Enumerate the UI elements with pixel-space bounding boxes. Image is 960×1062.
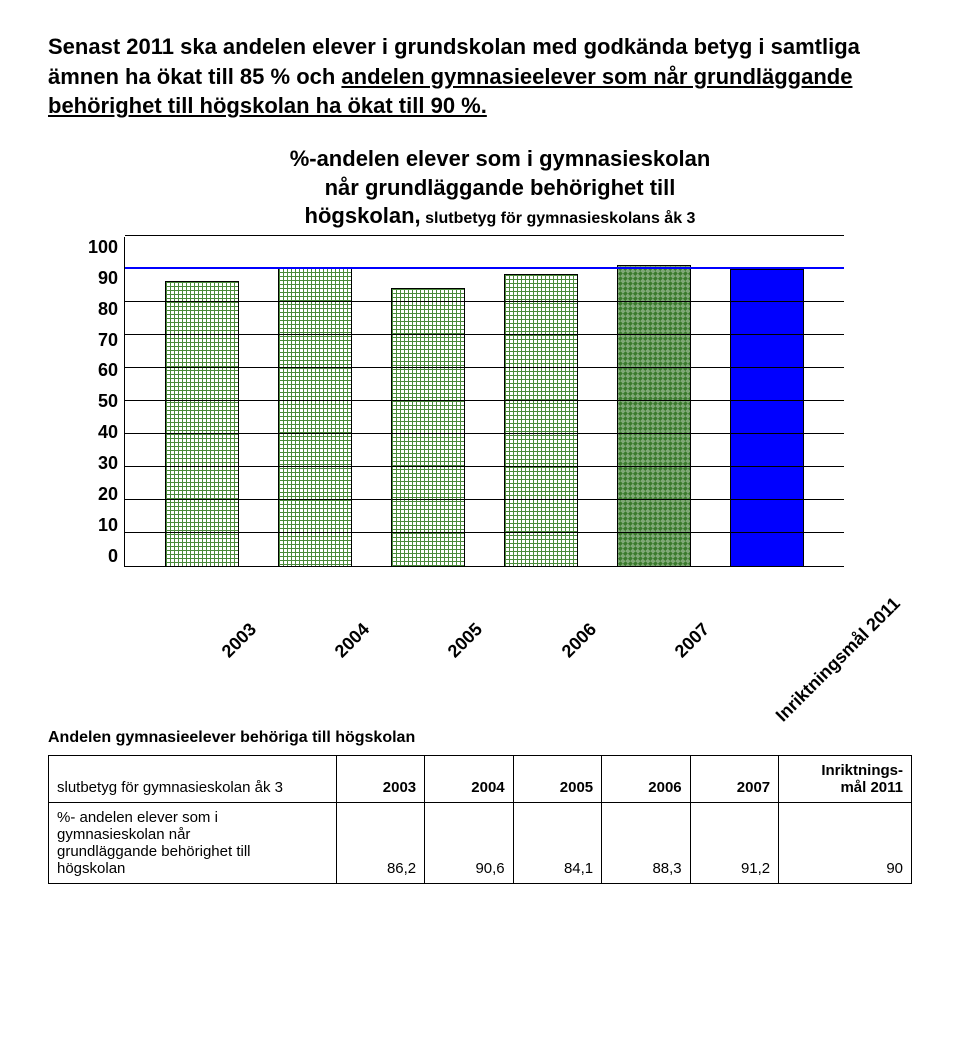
- y-tick-label: 100: [88, 237, 118, 258]
- chart-plot-wrap: 1009080706050403020100: [88, 237, 912, 567]
- chart-plot: [124, 237, 844, 567]
- y-tick-label: 90: [98, 268, 118, 289]
- chart-x-axis: 20032004200520062007Inriktningsmål 2011: [144, 567, 864, 657]
- y-tick-label: 0: [108, 546, 118, 567]
- bar: [504, 274, 578, 565]
- y-tick-label: 30: [98, 453, 118, 474]
- y-tick-label: 70: [98, 330, 118, 351]
- bar: [278, 267, 352, 566]
- y-tick-label: 10: [98, 515, 118, 536]
- chart-title-line2: når grundläggande behörighet till: [190, 174, 810, 203]
- y-tick-label: 20: [98, 484, 118, 505]
- table-row-label: %- andelen elever som i gymnasieskolan n…: [49, 802, 337, 883]
- chart-bars: [125, 237, 844, 566]
- bar: [165, 281, 239, 565]
- y-tick-label: 80: [98, 299, 118, 320]
- table-cell: 90: [779, 802, 912, 883]
- grid-line: [125, 466, 844, 467]
- table-col-2004: 2004: [425, 755, 514, 802]
- table-cell: 86,2: [336, 802, 425, 883]
- grid-line: [125, 499, 844, 500]
- table-row: %- andelen elever som i gymnasieskolan n…: [49, 802, 912, 883]
- grid-line: [125, 433, 844, 434]
- y-tick-label: 60: [98, 360, 118, 381]
- grid-line: [125, 235, 844, 236]
- table-col-2006: 2006: [602, 755, 691, 802]
- goal-line: [125, 267, 844, 269]
- grid-line: [125, 301, 844, 302]
- chart-title-line1: %-andelen elever som i gymnasieskolan: [190, 145, 810, 174]
- table-title: Andelen gymnasieelever behöriga till hög…: [48, 729, 912, 747]
- y-tick-label: 50: [98, 391, 118, 412]
- table-cell: 91,2: [690, 802, 779, 883]
- grid-line: [125, 532, 844, 533]
- table-cell: 90,6: [425, 802, 514, 883]
- x-tick-label: 2003: [205, 607, 321, 723]
- table-col-2007: 2007: [690, 755, 779, 802]
- table-row-header: slutbetyg för gymnasieskolan åk 3: [49, 755, 337, 802]
- y-tick-label: 40: [98, 422, 118, 443]
- chart: %-andelen elever som i gymnasieskolan nå…: [88, 145, 912, 657]
- x-tick-label: 2004: [319, 607, 435, 723]
- bar: [617, 265, 691, 566]
- x-tick-label: 2005: [432, 607, 548, 723]
- table-header-row: slutbetyg för gymnasieskolan åk 3 2003 2…: [49, 755, 912, 802]
- table-cell: 84,1: [513, 802, 602, 883]
- grid-line: [125, 400, 844, 401]
- grid-line: [125, 334, 844, 335]
- table-col-2005: 2005: [513, 755, 602, 802]
- chart-title: %-andelen elever som i gymnasieskolan nå…: [190, 145, 810, 231]
- grid-line: [125, 367, 844, 368]
- intro-paragraph: Senast 2011 ska andelen elever i grundsk…: [48, 32, 912, 121]
- x-tick-label: 2006: [545, 607, 661, 723]
- bar: [730, 269, 804, 566]
- x-tick-label: 2007: [659, 607, 775, 723]
- chart-title-line3a: högskolan,: [305, 203, 421, 228]
- chart-title-line3b: slutbetyg för gymnasieskolans åk 3: [421, 210, 696, 227]
- chart-y-axis: 1009080706050403020100: [88, 237, 124, 567]
- table-cell: 88,3: [602, 802, 691, 883]
- bar: [391, 288, 465, 566]
- table-col-2003: 2003: [336, 755, 425, 802]
- data-table: slutbetyg för gymnasieskolan åk 3 2003 2…: [48, 755, 912, 884]
